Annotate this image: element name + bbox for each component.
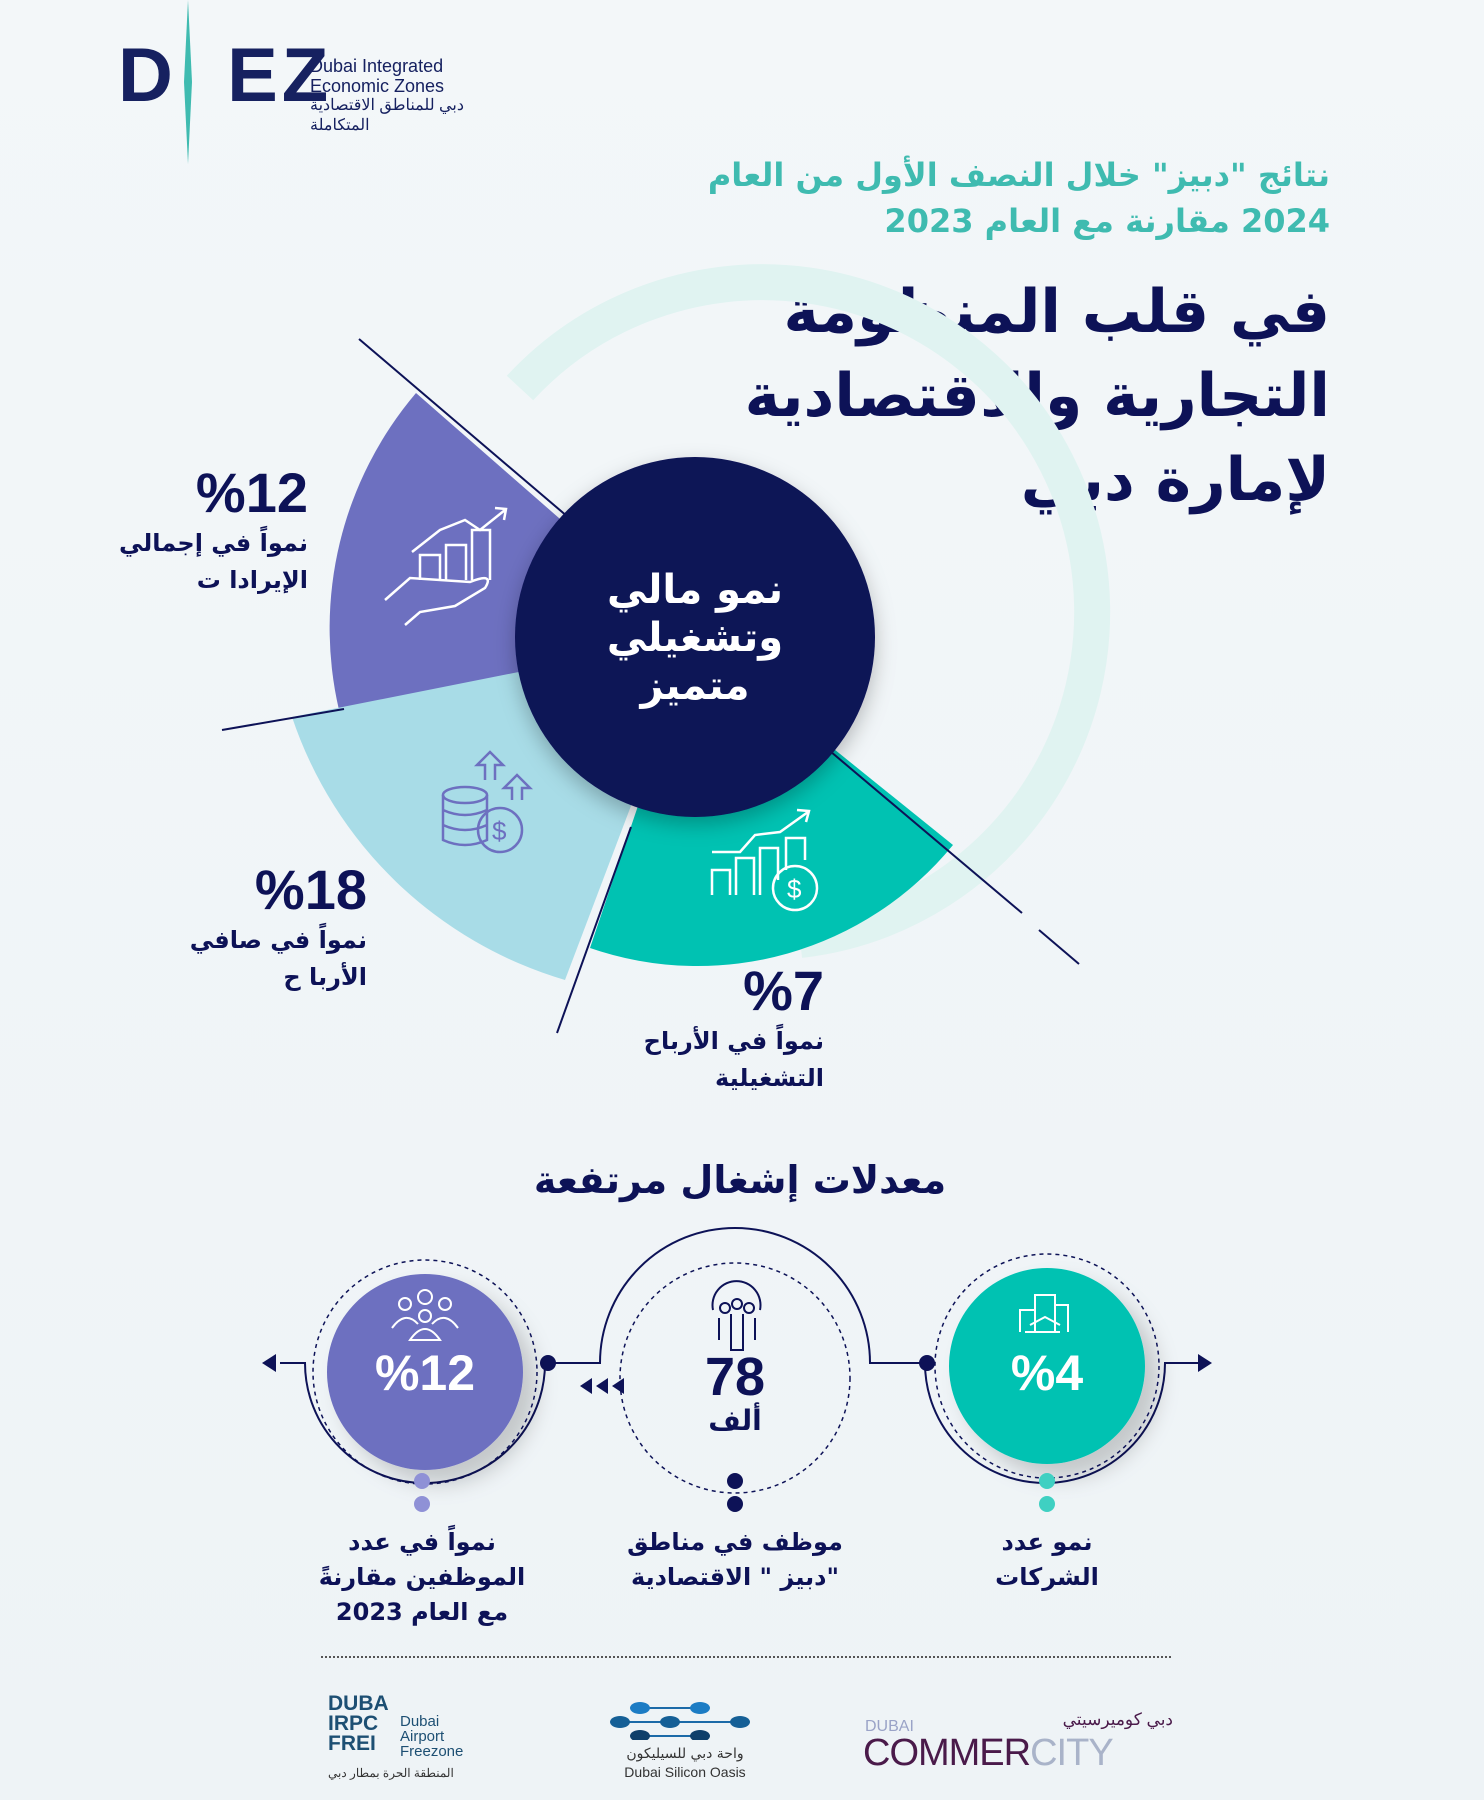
dafz-mark: DUBA xyxy=(328,1694,389,1715)
subtitle-line1: نتائج "دبيز" خلال النصف الأول من العام xyxy=(707,156,1330,194)
divider-line xyxy=(556,826,632,1034)
financial-graphic: $ $ xyxy=(221,264,1111,1034)
caption-employees-count: موظف في مناطق "دبيز " الاقتصادية xyxy=(595,1525,875,1595)
circle-companies-growth xyxy=(949,1268,1145,1464)
caption-line: مع العام 2023 xyxy=(335,1598,509,1626)
center-line2: وتشغيلي xyxy=(606,615,784,661)
companies-growth-value: %4 xyxy=(1010,1345,1084,1401)
stat-net-profit: %18 نمواً في صافي الأربا ح xyxy=(107,857,367,996)
circle-employees-count xyxy=(619,1262,851,1494)
footer-divider xyxy=(321,1656,1171,1658)
diez-logo: D EZ Dubai Integrated Economic Zones دبي… xyxy=(118,0,478,164)
center-label: نمو مالي وتشغيلي متميز xyxy=(545,566,845,710)
subtitle: نتائج "دبيز" خلال النصف الأول من العام 2… xyxy=(708,152,1330,244)
stat-value: %18 xyxy=(254,858,367,921)
divider-line xyxy=(221,708,345,731)
employees-growth-value: %12 xyxy=(374,1345,476,1401)
dafz-logo: DUBA IRPC FREI Dubai Airport Freezone ال… xyxy=(328,1694,488,1784)
stat-operating-profit: %7 نمواً في الأرباح التشغيلية xyxy=(564,958,824,1097)
occupancy-heading: معدلات إشغال مرتفعة xyxy=(533,1158,947,1202)
timeline-node xyxy=(540,1355,556,1371)
caption-line: الموظفين مقارنةً xyxy=(318,1563,526,1591)
logo-accent-line xyxy=(184,0,192,164)
decorative-ring xyxy=(506,264,1111,958)
stat-desc-line1: نمواً في صافي xyxy=(189,926,367,954)
dso-logo: واحة دبي للسيليكون Dubai Silicon Oasis xyxy=(590,1700,780,1790)
caption-employees-growth: نمواً في عدد الموظفين مقارنةً مع العام 2… xyxy=(282,1525,562,1630)
dafz-mark: IRPC xyxy=(328,1712,379,1735)
dcc-logo: DUBAI دبي كوميرسيتي COMMERCITY xyxy=(863,1710,1173,1780)
center-line1: نمو مالي xyxy=(606,567,784,613)
timeline-node xyxy=(919,1355,935,1371)
caption-line: نمو عدد xyxy=(1001,1528,1093,1556)
arrow-right-icon[interactable] xyxy=(1198,1354,1212,1372)
arrow-left-icon[interactable] xyxy=(262,1354,276,1372)
globe-people-icon xyxy=(711,1280,762,1351)
buildings-icon xyxy=(1019,1294,1069,1333)
occupancy-timeline xyxy=(262,1227,1212,1512)
caption-companies: نمو عدد الشركات xyxy=(907,1525,1187,1595)
center-line3: متميز xyxy=(640,663,750,709)
logo-ar-line: دبي للمناطق الاقتصادية المتكاملة xyxy=(310,97,464,134)
center-circle xyxy=(515,457,875,817)
dafz-mark: FREI xyxy=(328,1732,376,1754)
dcc-word1: COMMER xyxy=(863,1732,1031,1774)
stat-desc-line1: نمواً في الأرباح xyxy=(643,1027,824,1055)
caption-line: "دبيز " الاقتصادية xyxy=(631,1563,839,1591)
divider-line xyxy=(358,338,569,518)
svg-text:$: $ xyxy=(787,874,802,904)
logo-en-line2: Economic Zones xyxy=(310,76,445,96)
hand-growth-chart-icon xyxy=(384,506,508,626)
caption-line: نمواً في عدد xyxy=(348,1528,496,1556)
caption-line: موظف في مناطق xyxy=(627,1528,843,1556)
svg-text:$: $ xyxy=(492,816,507,846)
bullet-dots xyxy=(414,1473,1055,1512)
circle-employees-growth xyxy=(327,1274,523,1470)
people-group-icon xyxy=(391,1289,459,1341)
employees-count-value: 78 xyxy=(704,1347,766,1407)
dafz-en: Freezone xyxy=(400,1743,464,1760)
stat-desc-line1: نمواً في إجمالي xyxy=(119,529,308,557)
logo-letters: D EZ xyxy=(118,33,333,118)
logo-en-line1: Dubai Integrated xyxy=(310,56,444,76)
caption-line: الشركات xyxy=(995,1563,1099,1591)
dafz-en: Airport xyxy=(400,1728,445,1745)
subtitle-line2: 2024 مقارنة مع العام 2023 xyxy=(884,202,1330,240)
dcc-top: DUBAI xyxy=(865,1718,914,1735)
stat-value: %7 xyxy=(743,959,824,1022)
stat-desc-line2: التشغيلية xyxy=(715,1064,824,1092)
coins-dollar-arrows-icon: $ xyxy=(441,750,534,854)
divider-line xyxy=(823,745,1023,914)
stat-desc-line2: الأربا ح xyxy=(283,963,367,991)
dso-ar: واحة دبي للسيليكون xyxy=(626,1746,744,1762)
stat-value: %12 xyxy=(195,461,308,524)
dso-mark xyxy=(610,1702,750,1740)
stat-revenue: %12 نمواً في إجمالي الإيرادا ت xyxy=(48,460,308,599)
dafz-ar: المنطقة الحرة بمطار دبي xyxy=(328,1766,454,1780)
dcc-word2: CITY xyxy=(1030,1732,1114,1774)
dso-en: Dubai Silicon Oasis xyxy=(624,1764,746,1780)
bar-chart-dollar-icon: $ xyxy=(710,808,819,912)
chevrons-left-icon xyxy=(580,1378,624,1394)
dcc-ar: دبي كوميرسيتي xyxy=(1062,1710,1173,1729)
employees-count-unit: ألف xyxy=(708,1404,762,1437)
stat-desc-line2: الإيرادا ت xyxy=(196,566,308,594)
dafz-en: Dubai xyxy=(400,1713,440,1730)
divider-line xyxy=(1038,929,1080,965)
